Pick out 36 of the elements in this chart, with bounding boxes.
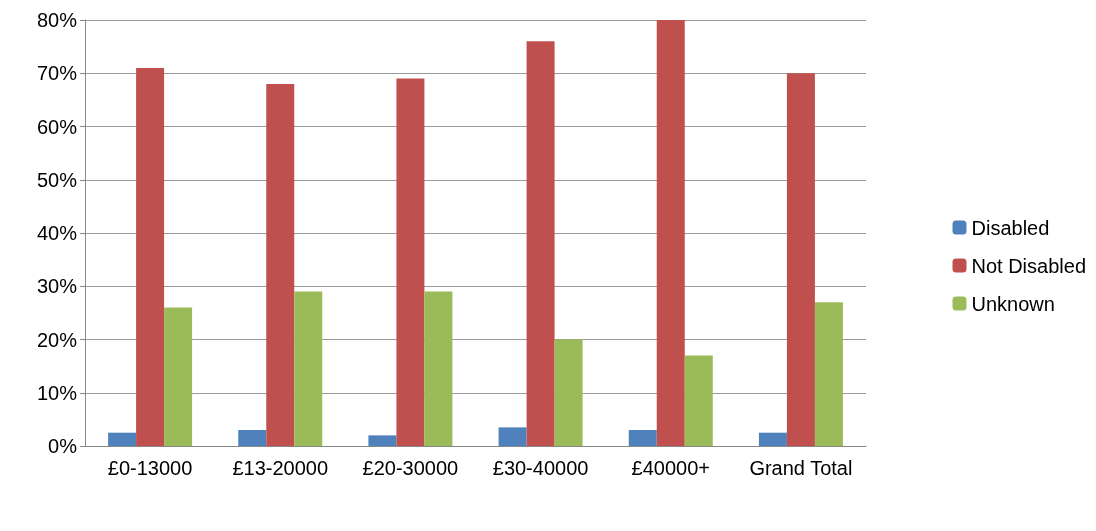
legend-label: Not Disabled: [971, 254, 1087, 277]
bar: [526, 41, 555, 446]
x-tick-label: £20-30000: [362, 457, 459, 479]
bar: [554, 339, 583, 446]
bar: [814, 302, 843, 446]
y-tick-label: 0%: [48, 435, 78, 457]
bar: [294, 291, 323, 446]
x-tick-label: £13-20000: [232, 457, 329, 479]
y-tick-label: 50%: [36, 168, 78, 191]
y-tick-label: 20%: [36, 328, 78, 351]
bar: [684, 355, 713, 446]
x-tick-label: Grand Total: [749, 457, 853, 479]
legend-label: Unknown: [971, 292, 1055, 315]
x-tick-label: £40000+: [631, 457, 710, 479]
bar: [266, 83, 295, 446]
bar: [136, 67, 165, 446]
bar: [396, 78, 425, 446]
bar: [786, 73, 815, 446]
bar: [424, 291, 453, 446]
y-tick-label: 60%: [36, 115, 78, 138]
bar: [238, 430, 267, 446]
y-tick-label: 30%: [36, 275, 78, 298]
y-tick-label: 80%: [36, 9, 78, 31]
legend-label: Disabled: [971, 216, 1050, 239]
bar: [656, 20, 685, 446]
x-tick-label: £0-13000: [107, 457, 193, 479]
bar: [108, 432, 137, 446]
bar: [164, 307, 193, 446]
y-tick-label: 70%: [36, 62, 78, 85]
y-tick-label: 10%: [36, 381, 78, 404]
bar: [628, 430, 657, 446]
x-tick-label: £30-40000: [492, 457, 589, 479]
y-tick-label: 40%: [36, 222, 78, 244]
bar: [758, 432, 787, 446]
bar: [368, 435, 397, 446]
bar: [498, 427, 527, 446]
